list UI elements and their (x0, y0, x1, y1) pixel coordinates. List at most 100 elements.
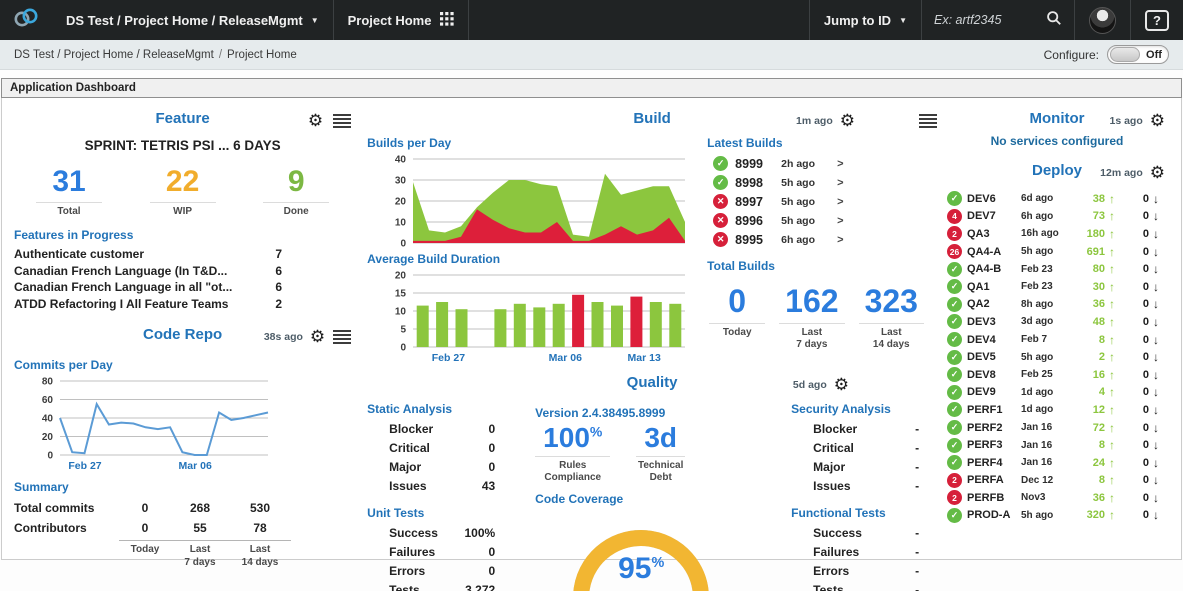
breadcrumb-path[interactable]: DS Test / Project Home / ReleaseMgmt (14, 48, 214, 61)
deploy-row[interactable]: 26 QA4-A 5h ago 691 ↑ 0 ↓ (945, 243, 1169, 261)
summary-row-label: Contributors (14, 521, 87, 535)
coverage-gauge-ring (553, 510, 729, 591)
feature-stat: 9 Done (263, 165, 330, 218)
total-builds-stat: 0 Today (709, 283, 766, 351)
feature-row[interactable]: ATDD Refactoring I All Feature Teams 2 (14, 296, 282, 313)
gear-icon[interactable]: ⚙ (839, 111, 855, 130)
gear-icon[interactable]: ⚙ (1149, 163, 1165, 182)
gear-icon[interactable]: ⚙ (1149, 111, 1165, 130)
metric-label: Success (813, 526, 862, 540)
version-stat: 3d Technical Debt (636, 422, 686, 484)
down-arrow-icon: ↓ (1153, 490, 1159, 505)
metric-label: Blocker (389, 422, 434, 436)
summary-row-label: Total commits (14, 501, 95, 515)
build-detail-link[interactable]: > (837, 214, 844, 227)
builds-per-day-title: Builds per Day (367, 136, 452, 150)
deploy-widget: Deploy 12m ago ⚙ ✓ DEV6 6d ago 38 ↑ (945, 162, 1169, 524)
deploy-down-count: 0 (1142, 333, 1149, 346)
deploy-down-count: 0 (1142, 351, 1149, 364)
feature-count: 6 (275, 263, 282, 278)
deploy-row[interactable]: ✓ DEV4 Feb 7 8 ↑ 0 ↓ (945, 331, 1169, 349)
deploy-time: Jan 16 (1021, 439, 1053, 451)
quality-widget: Quality 5d ago ⚙ Static Analysis Blocker… (367, 374, 937, 591)
deploy-row[interactable]: ✓ QA2 8h ago 36 ↑ 0 ↓ (945, 296, 1169, 314)
search-input[interactable] (934, 13, 1046, 27)
deploy-row[interactable]: ✓ QA4-B Feb 23 80 ↑ 0 ↓ (945, 260, 1169, 278)
build-success-icon: ✓ (713, 175, 729, 190)
feature-row[interactable]: Canadian French Language (In T&D... 6 (14, 263, 282, 280)
deploy-success-icon: ✓ (947, 191, 962, 207)
deploy-row[interactable]: ✓ DEV8 Feb 25 16 ↑ 0 ↓ (945, 366, 1169, 384)
breadcrumb-bar: DS Test / Project Home / ReleaseMgmt / P… (0, 40, 1183, 70)
gear-icon[interactable]: ⚙ (309, 327, 326, 346)
build-detail-link[interactable]: > (837, 157, 844, 170)
total-builds-stat: 162 Last 7 days (779, 283, 845, 351)
deploy-row[interactable]: ✓ PROD-A 5h ago 320 ↑ 0 ↓ (945, 507, 1169, 525)
toggle-knob (1110, 47, 1140, 62)
deploy-success-icon: ✓ (947, 455, 962, 471)
widget-menu-icon[interactable] (333, 114, 352, 128)
feature-row[interactable]: Canadian French Language in all "ot... 6 (14, 279, 282, 296)
deploy-row[interactable]: ✓ PERF3 Jan 16 8 ↑ 0 ↓ (945, 436, 1169, 454)
deploy-row[interactable]: 2 PERFB Nov3 36 ↑ 0 ↓ (945, 489, 1169, 507)
deploy-down-count: 0 (1142, 456, 1149, 469)
gear-icon[interactable]: ⚙ (833, 375, 849, 394)
feature-row[interactable]: Authenticate customer 7 (14, 246, 282, 263)
svg-text:Mar 06: Mar 06 (549, 352, 582, 364)
metric-value: - (915, 441, 920, 455)
page-selector[interactable]: Project Home (334, 0, 469, 40)
help-button[interactable]: ? (1131, 0, 1183, 40)
down-arrow-icon: ↓ (1153, 508, 1159, 523)
summary-row: Contributors 0 55 78 (14, 518, 351, 538)
deploy-row[interactable]: ✓ PERF4 Jan 16 24 ↑ 0 ↓ (945, 454, 1169, 472)
up-arrow-icon: ↑ (1109, 508, 1115, 523)
build-id: 8998 (735, 175, 763, 190)
widget-menu-icon[interactable] (333, 330, 352, 344)
deploy-row[interactable]: ✓ DEV5 5h ago 2 ↑ 0 ↓ (945, 348, 1169, 366)
latest-build-row[interactable]: ✓ 8999 2h ago > (713, 154, 937, 173)
deploy-up-count: 48 (1092, 315, 1105, 328)
deploy-row[interactable]: ✓ DEV3 3d ago 48 ↑ 0 ↓ (945, 313, 1169, 331)
build-detail-link[interactable]: > (837, 233, 844, 246)
feature-title: Feature (155, 110, 210, 127)
stat-label: Total (57, 206, 81, 217)
build-id: 8996 (735, 213, 763, 228)
deploy-env-name: DEV3 (967, 315, 996, 328)
widget-menu-icon[interactable] (919, 114, 937, 128)
metric-value: 100% (464, 526, 496, 540)
latest-build-row[interactable]: ✕ 8996 5h ago > (713, 211, 937, 230)
deploy-row[interactable]: 2 PERFA Dec 12 8 ↑ 0 ↓ (945, 472, 1169, 490)
stat-value: 3d (636, 422, 686, 457)
deploy-row[interactable]: 2 QA3 16h ago 180 ↑ 0 ↓ (945, 225, 1169, 243)
latest-build-row[interactable]: ✕ 8997 5h ago > (713, 192, 937, 211)
jump-to-id-dropdown[interactable]: Jump to ID ▼ (810, 0, 921, 40)
deploy-time: 5h ago (1021, 246, 1054, 258)
deploy-row[interactable]: ✓ PERF1 1d ago 12 ↑ 0 ↓ (945, 401, 1169, 419)
search-icon[interactable] (1046, 10, 1062, 31)
project-selector[interactable]: DS Test / Project Home / ReleaseMgmt ▼ (52, 0, 333, 40)
build-detail-link[interactable]: > (837, 176, 844, 189)
deploy-row[interactable]: ✓ DEV9 1d ago 4 ↑ 0 ↓ (945, 384, 1169, 402)
gear-icon[interactable]: ⚙ (307, 111, 324, 130)
latest-build-row[interactable]: ✕ 8995 6h ago > (713, 230, 937, 249)
deploy-row[interactable]: 4 DEV7 6h ago 73 ↑ 0 ↓ (945, 208, 1169, 226)
page-selector-label: Project Home (347, 12, 432, 28)
deploy-row[interactable]: ✓ PERF2 Jan 16 72 ↑ 0 ↓ (945, 419, 1169, 437)
metric-row: Blocker 0 (367, 420, 495, 439)
metric-value: 3,272 (465, 583, 496, 591)
summary-table: Total commits 0 268 530 Contributors 0 5… (14, 498, 351, 538)
build-id: 8999 (735, 156, 763, 171)
deploy-up-count: 12 (1092, 403, 1105, 416)
deploy-row[interactable]: ✓ QA1 Feb 23 30 ↑ 0 ↓ (945, 278, 1169, 296)
user-menu[interactable] (1075, 0, 1130, 40)
metric-label: Major (813, 460, 846, 474)
deploy-time: Nov3 (1021, 492, 1046, 504)
build-time: 5h ago (781, 176, 816, 189)
configure-toggle[interactable]: Off (1107, 45, 1169, 64)
logo-icon (12, 7, 40, 34)
build-detail-link[interactable]: > (837, 195, 844, 208)
metric-label: Issues (389, 479, 427, 493)
app-logo[interactable] (0, 0, 52, 40)
latest-build-row[interactable]: ✓ 8998 5h ago > (713, 173, 937, 192)
deploy-row[interactable]: ✓ DEV6 6d ago 38 ↑ 0 ↓ (945, 190, 1169, 208)
